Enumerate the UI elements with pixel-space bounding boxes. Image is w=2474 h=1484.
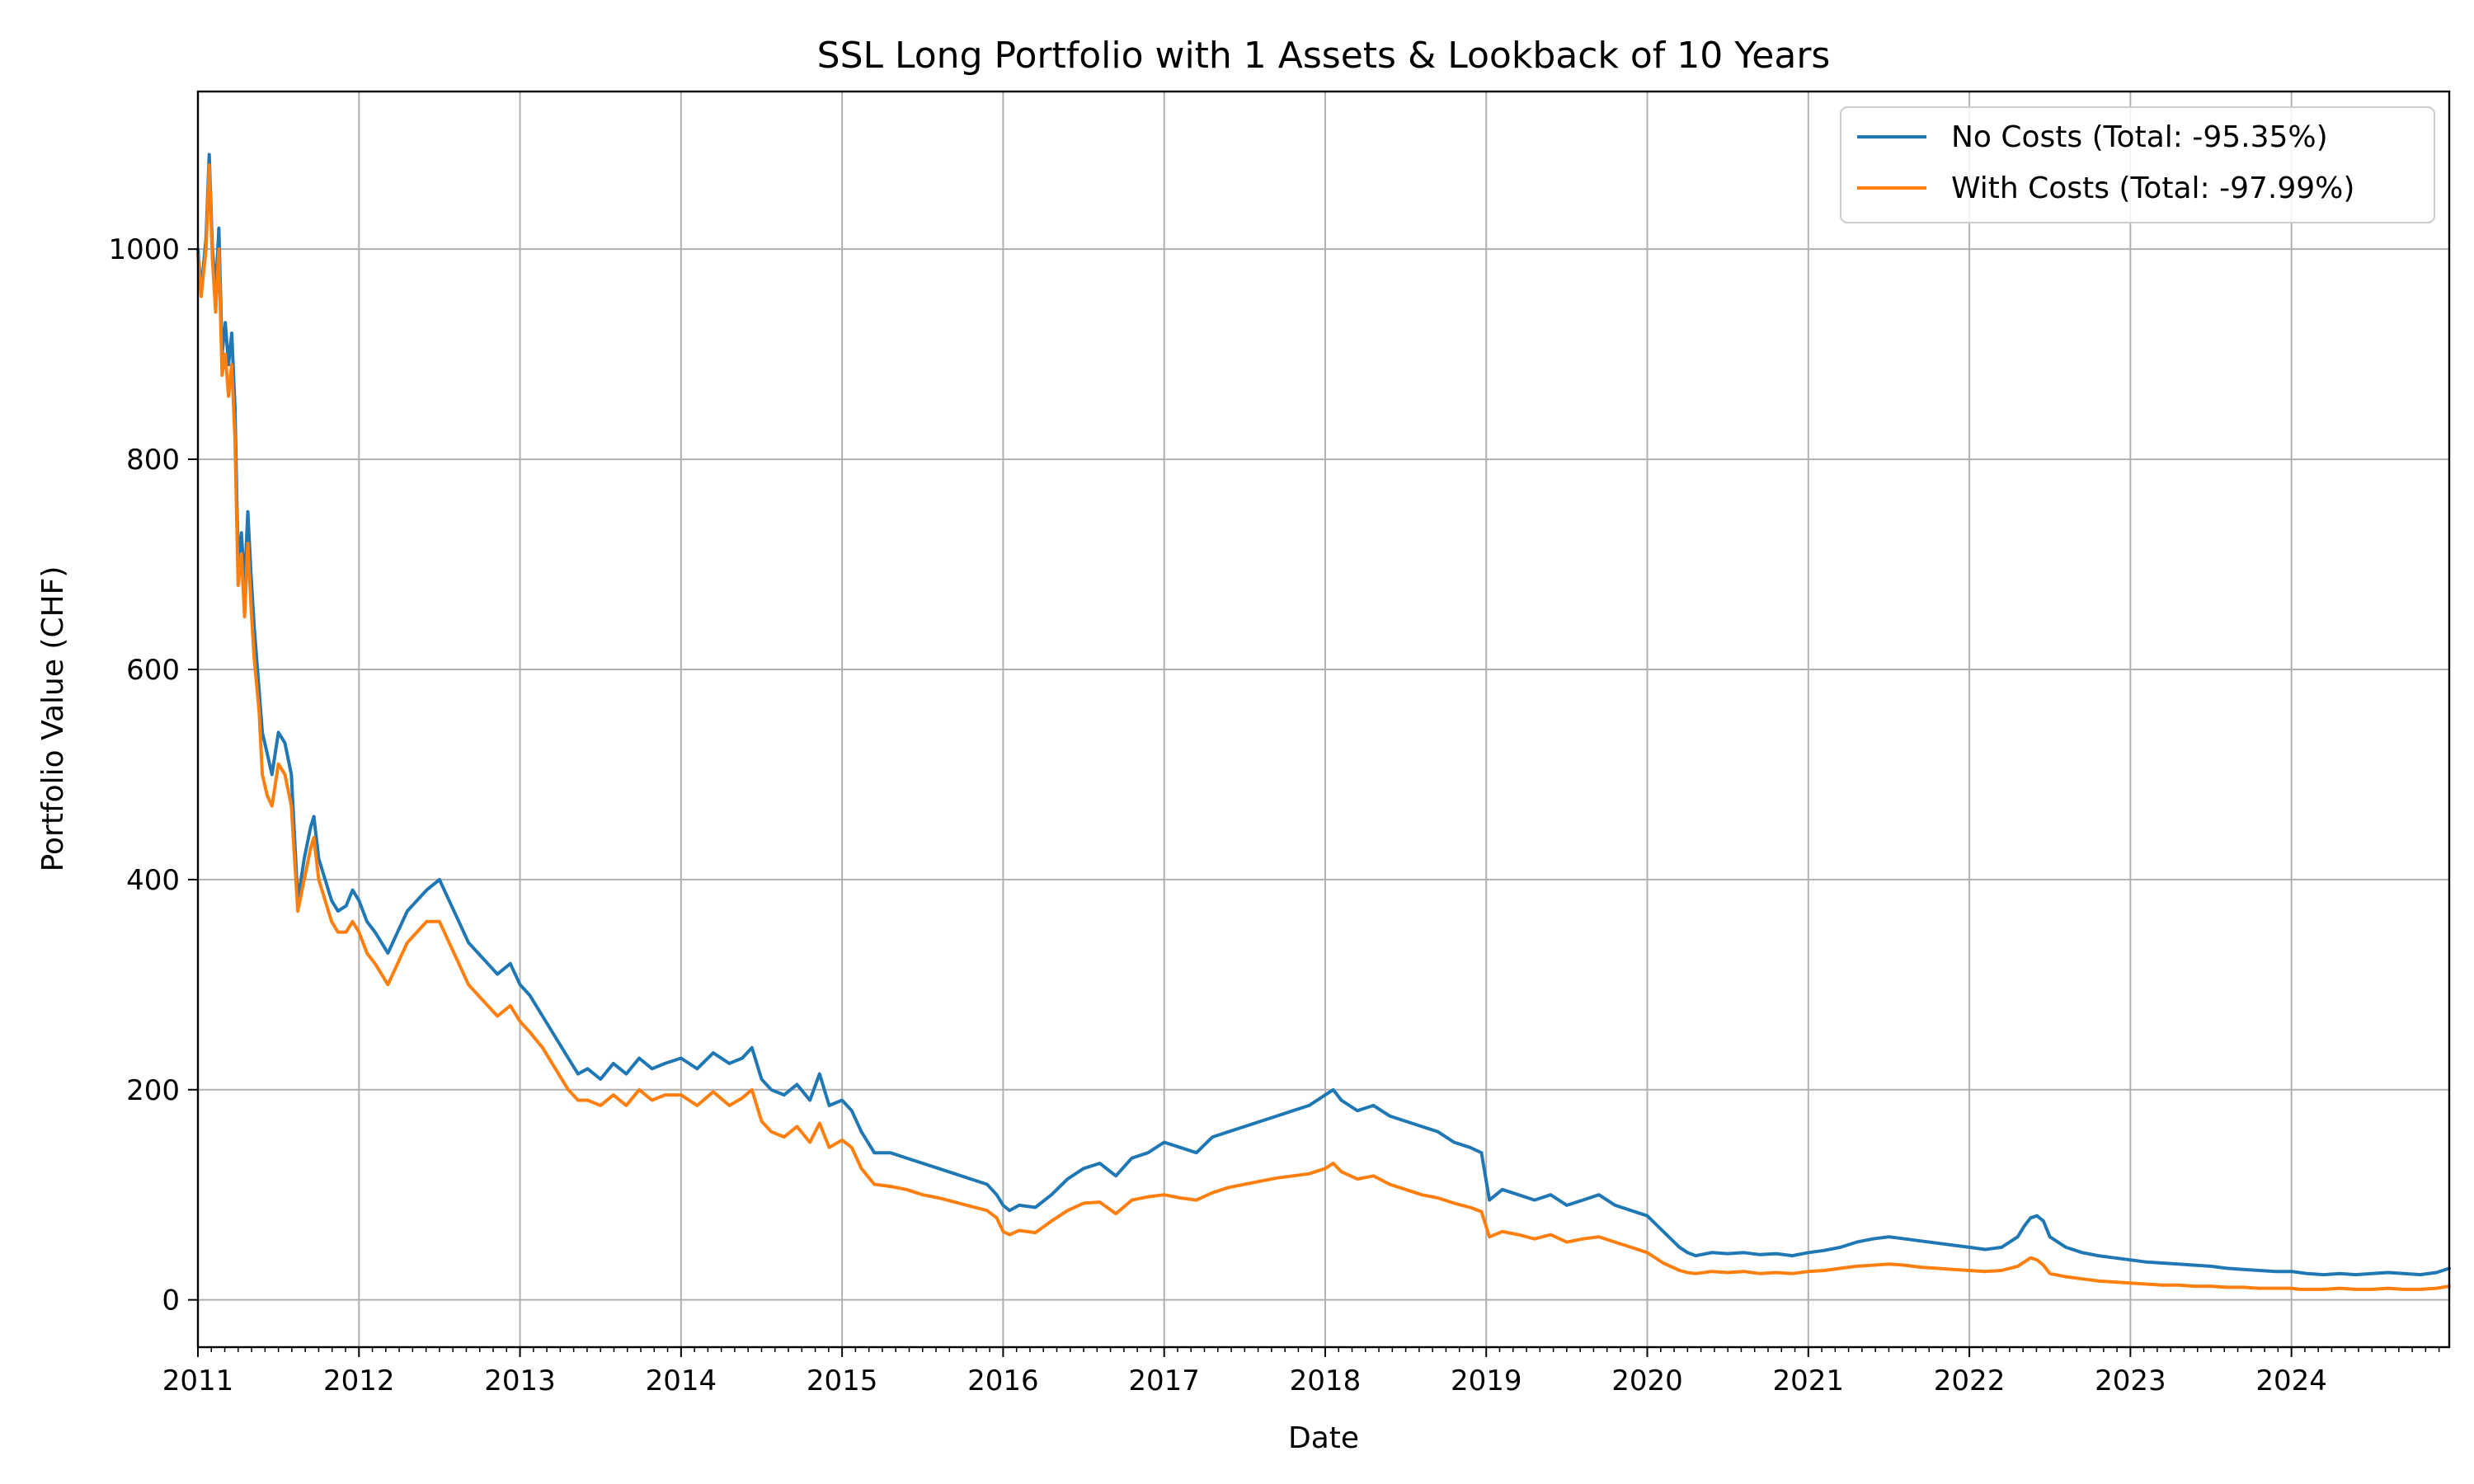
series-line-with-costs: [196, 163, 2451, 1291]
x-tick-label: 2011: [162, 1364, 234, 1397]
y-axis: 0 200 400 600 800 1000: [108, 233, 198, 1317]
y-tick-label: 800: [126, 444, 180, 477]
x-tick-label: 2012: [323, 1364, 395, 1397]
x-tick-label: 2017: [1128, 1364, 1200, 1397]
legend-label-with-costs: With Costs (Total: -97.99%): [1951, 171, 2354, 205]
series-layer: [196, 153, 2451, 1291]
x-tick-label: 2013: [484, 1364, 556, 1397]
x-tick-label: 2023: [2095, 1364, 2166, 1397]
y-tick-label: 1000: [108, 233, 180, 266]
legend-label-no-costs: No Costs (Total: -95.35%): [1951, 120, 2328, 154]
y-tick-label: 600: [126, 654, 180, 687]
y-tick-label: 0: [162, 1284, 180, 1317]
y-tick-label: 400: [126, 864, 180, 897]
y-axis-label: Portfolio Value (CHF): [36, 566, 70, 872]
x-tick-label: 2016: [967, 1364, 1039, 1397]
x-axis-label: Date: [1288, 1421, 1359, 1455]
x-tick-label: 2015: [807, 1364, 878, 1397]
legend: No Costs (Total: -95.35%) With Costs (To…: [1840, 106, 2435, 223]
legend-box: [1840, 106, 2435, 223]
plot-frame: [196, 90, 2451, 1349]
x-tick-label: 2022: [1934, 1364, 2006, 1397]
x-tick-label: 2018: [1290, 1364, 1362, 1397]
x-tick-label: 2019: [1451, 1364, 1522, 1397]
y-tick-label: 200: [126, 1074, 180, 1107]
grid-layer: [197, 92, 2449, 1347]
series-line-no-costs: [196, 153, 2451, 1277]
x-tick-label: 2020: [1611, 1364, 1683, 1397]
chart-title: SSL Long Portfolio with 1 Assets & Lookb…: [817, 35, 1831, 77]
x-tick-label: 2024: [2255, 1364, 2327, 1397]
x-axis: 2011 2012 2013 2014 2015 2016 2017 2018 2019 2020…: [162, 1347, 2440, 1397]
x-tick-label: 2014: [646, 1364, 717, 1397]
x-tick-label: 2021: [1773, 1364, 1845, 1397]
